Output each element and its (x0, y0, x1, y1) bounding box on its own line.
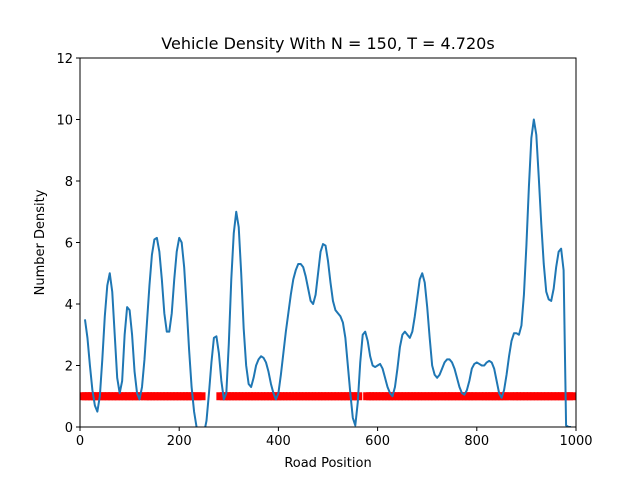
y-tick-label: 4 (65, 298, 73, 313)
density-series-line (83, 118, 572, 427)
x-axis: 0 200 400 600 800 1000 (76, 427, 593, 449)
x-tick-label: 400 (266, 434, 291, 449)
y-axis-label: Number Density (33, 189, 48, 295)
x-tick-label: 600 (365, 434, 390, 449)
vehicle-point (505, 392, 514, 401)
y-tick-label: 10 (56, 114, 73, 129)
vehicle-point (197, 392, 206, 401)
chart-title: Vehicle Density With N = 150, T = 4.720s (161, 34, 494, 53)
x-tick-label: 800 (464, 434, 489, 449)
plot-area (80, 118, 576, 427)
y-tick-label: 12 (56, 52, 73, 67)
y-axis: 0 2 4 6 8 10 12 (56, 52, 80, 436)
y-tick-label: 2 (65, 360, 73, 375)
y-tick-label: 6 (65, 237, 73, 252)
y-tick-label: 8 (65, 175, 73, 190)
vehicle-point (568, 392, 576, 401)
y-tick-label: 0 (65, 421, 73, 436)
x-axis-label: Road Position (284, 456, 371, 471)
x-tick-label: 200 (167, 434, 192, 449)
x-tick-label: 0 (76, 434, 84, 449)
x-tick-label: 1000 (559, 434, 592, 449)
